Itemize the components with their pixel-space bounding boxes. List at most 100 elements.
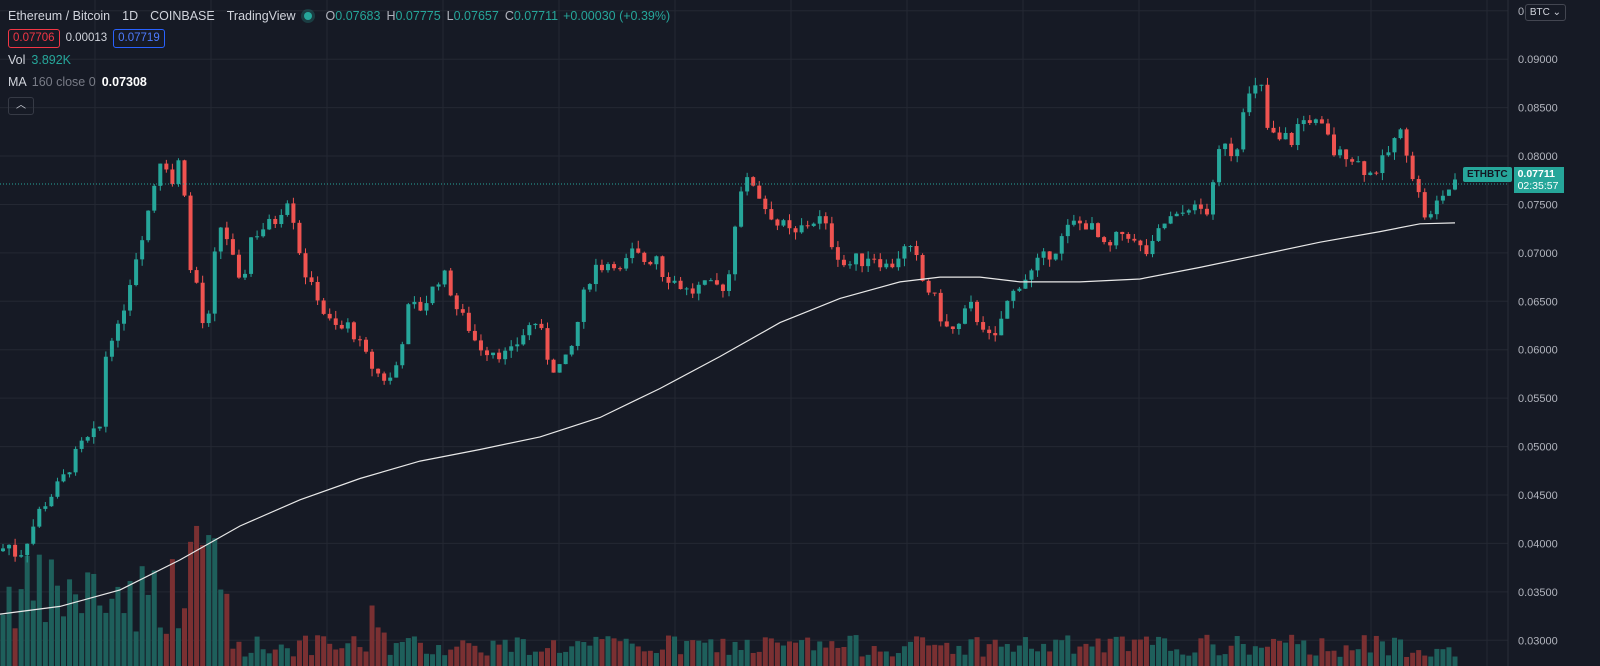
volume-bar xyxy=(1180,654,1186,666)
candle-body xyxy=(872,258,877,260)
candle-body xyxy=(122,310,126,324)
volume-bar xyxy=(224,593,230,666)
ask-price-button[interactable]: 0.07719 xyxy=(113,28,165,48)
volume-bar xyxy=(333,649,339,666)
volume-bar xyxy=(563,651,569,666)
candle-body xyxy=(170,169,175,185)
volume-bar xyxy=(756,651,762,666)
candle-body xyxy=(158,163,163,186)
open-value: 0.07683 xyxy=(335,9,381,23)
volume-bar xyxy=(865,654,871,666)
candle-body xyxy=(1410,155,1415,180)
bid-price-button[interactable]: 0.07706 xyxy=(8,28,60,48)
candle-body xyxy=(1295,124,1300,146)
volume-bar xyxy=(151,570,157,666)
price-tick-label: 0.07500 xyxy=(1518,199,1558,211)
volume-bar xyxy=(363,651,369,666)
candle-body xyxy=(1186,210,1191,213)
volume-bar xyxy=(901,646,907,666)
interval-label[interactable]: 1D xyxy=(122,9,139,23)
moving-average-line xyxy=(0,222,1456,615)
volume-bar xyxy=(290,656,296,666)
candle-body xyxy=(503,350,508,360)
volume-bar xyxy=(1089,646,1095,666)
candle-body xyxy=(13,544,18,557)
volume-bar xyxy=(242,656,248,666)
candle-body xyxy=(654,256,659,265)
volume-indicator-row[interactable]: Vol 3.892K xyxy=(8,49,670,71)
volume-bar xyxy=(732,641,738,666)
volume-bar xyxy=(666,635,671,666)
price-axis[interactable]: 0.095000.090000.085000.080000.075000.070… xyxy=(1507,0,1558,666)
candle-body xyxy=(1265,84,1270,128)
candle-body xyxy=(799,225,804,233)
volume-bar xyxy=(895,653,901,666)
candle-body xyxy=(690,288,695,294)
candle-body xyxy=(908,246,913,248)
volume-bar xyxy=(841,646,847,666)
candle-body xyxy=(793,228,798,233)
volume-bar xyxy=(1343,645,1349,666)
symbol-name[interactable]: Ethereum / Bitcoin xyxy=(8,9,111,23)
collapse-legend-button[interactable]: ︿ xyxy=(8,97,34,115)
candle-body xyxy=(176,160,181,185)
volume-bar xyxy=(73,594,79,666)
candle-body xyxy=(950,326,955,329)
candle-body xyxy=(345,322,350,329)
candle-body xyxy=(848,264,852,266)
candle-body xyxy=(1392,138,1397,153)
volume-bar xyxy=(1385,655,1391,666)
volume-bar xyxy=(702,642,708,666)
volume-bar xyxy=(91,573,97,666)
candle-body xyxy=(878,259,883,268)
candle-body xyxy=(769,209,774,220)
candle-body xyxy=(406,304,411,345)
volume-bar xyxy=(18,589,24,666)
volume-bar xyxy=(684,640,690,666)
candle-body xyxy=(1192,204,1197,211)
candle-body xyxy=(1174,213,1179,217)
volume-bar xyxy=(1016,645,1022,666)
currency-selector[interactable]: BTC ⌄ xyxy=(1524,4,1566,21)
volume-bar xyxy=(182,608,187,666)
candle-body xyxy=(255,236,260,238)
volume-bar xyxy=(1210,644,1216,666)
volume-bar xyxy=(1174,649,1180,666)
candle-body xyxy=(115,323,120,341)
candle-body xyxy=(1035,257,1040,271)
candle-body xyxy=(1114,231,1119,246)
candle-body xyxy=(430,286,435,304)
ma-value: 0.07308 xyxy=(101,75,147,89)
candle-body xyxy=(630,248,635,259)
candle-body xyxy=(321,300,326,314)
volume-bar xyxy=(466,643,472,666)
volume-bar xyxy=(442,655,448,666)
volume-bar xyxy=(351,636,357,666)
candle-body xyxy=(860,253,865,267)
candle-body xyxy=(491,352,496,356)
candle-body xyxy=(315,281,320,301)
candle-body xyxy=(1144,245,1149,255)
candle-body xyxy=(303,253,308,278)
volume-bar xyxy=(932,644,938,666)
ma-indicator-row[interactable]: MA 160 close 0 0.07308 xyxy=(8,71,670,93)
volume-bar xyxy=(97,605,103,666)
volume-bar xyxy=(1035,651,1041,666)
volume-bar xyxy=(1404,656,1410,666)
volume-bar xyxy=(835,647,841,666)
volume-bar xyxy=(1029,648,1034,666)
volume-bar xyxy=(1198,638,1204,666)
candle-body xyxy=(854,253,859,265)
candle-body xyxy=(1077,220,1082,224)
volume-bar xyxy=(1047,651,1053,666)
volume-bar xyxy=(635,646,641,666)
volume-bar xyxy=(61,616,66,666)
candle-body xyxy=(339,324,344,329)
candle-body xyxy=(1307,120,1312,123)
candlesticks xyxy=(1,77,1457,563)
market-status-dot-icon[interactable] xyxy=(303,12,312,20)
ma-params: 160 close 0 xyxy=(31,75,96,89)
low-key: L xyxy=(446,9,454,23)
volume-bar xyxy=(1246,654,1252,666)
